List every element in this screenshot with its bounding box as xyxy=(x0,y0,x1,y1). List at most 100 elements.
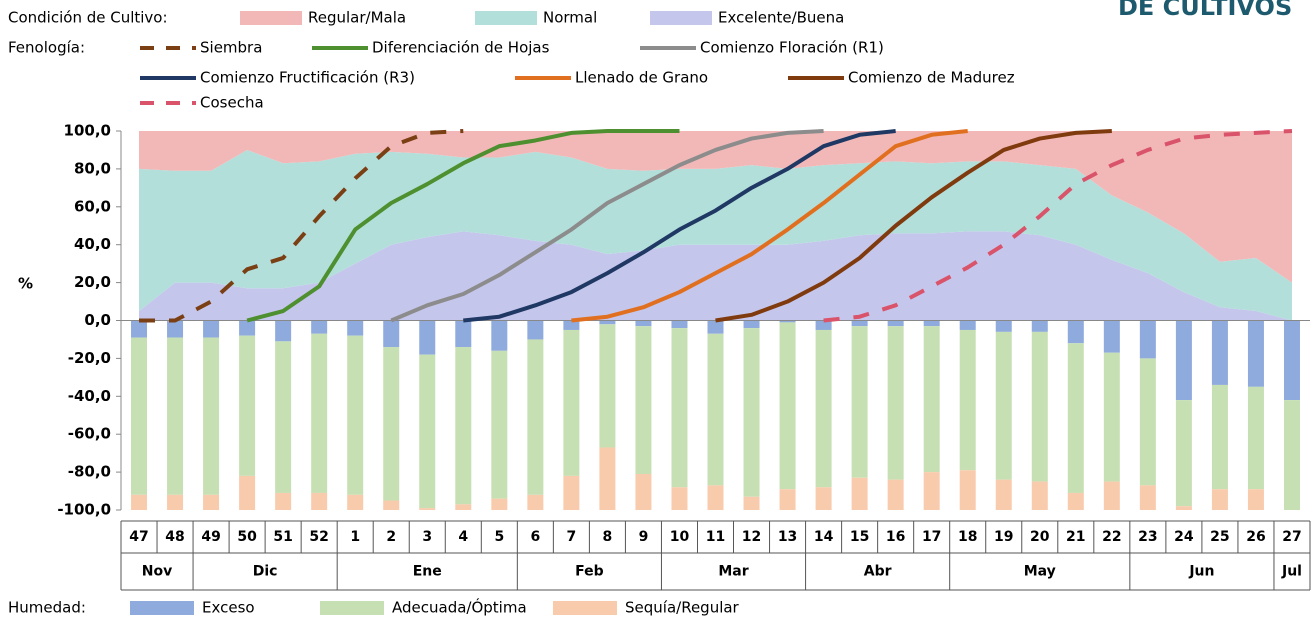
month-label: Jun xyxy=(1188,564,1214,580)
legend-swatch xyxy=(553,601,617,615)
x-tick-label: 26 xyxy=(1246,529,1265,545)
bar xyxy=(1283,320,1300,401)
month-label: Mar xyxy=(718,564,748,580)
legend-swatch xyxy=(130,601,194,615)
bar xyxy=(635,326,652,474)
legend-label: Comienzo de Madurez xyxy=(848,69,1015,87)
x-tick-label: 7 xyxy=(567,529,577,545)
y-tick-label: 100,0 xyxy=(64,122,111,140)
x-tick-label: 50 xyxy=(237,529,257,545)
month-label: Nov xyxy=(142,564,172,580)
bar xyxy=(707,320,724,334)
bar xyxy=(419,508,436,510)
bar xyxy=(527,494,544,510)
bar xyxy=(167,320,184,338)
legend-label: Cosecha xyxy=(200,94,264,112)
x-tick-label: 15 xyxy=(850,529,869,545)
bar xyxy=(959,470,976,510)
bar xyxy=(311,492,328,510)
x-tick-label: 1 xyxy=(350,529,360,545)
bar xyxy=(239,335,256,476)
x-tick-label: 18 xyxy=(958,529,977,545)
bar xyxy=(1103,320,1120,353)
legend-label: Diferenciación de Hojas xyxy=(372,39,550,57)
bar xyxy=(563,475,580,510)
bar xyxy=(1067,320,1084,344)
y-tick-label: 60,0 xyxy=(74,197,111,215)
month-label: Jul xyxy=(1281,564,1302,580)
bar xyxy=(527,339,544,495)
bar xyxy=(923,326,940,473)
bar xyxy=(815,320,832,330)
x-tick-label: 47 xyxy=(129,529,148,545)
bar xyxy=(887,320,904,327)
bar xyxy=(707,333,724,486)
bar xyxy=(1139,358,1156,486)
bar xyxy=(635,320,652,327)
bar xyxy=(1139,320,1156,359)
x-tick-label: 2 xyxy=(386,529,396,545)
bar xyxy=(959,329,976,471)
x-tick-label: 14 xyxy=(814,529,834,545)
y-tick-label: -100,0 xyxy=(57,501,111,519)
line xyxy=(246,129,680,323)
bar xyxy=(599,447,616,510)
bar xyxy=(347,320,364,336)
month-label: May xyxy=(1024,564,1056,580)
x-tick-label: 3 xyxy=(422,529,432,545)
bar xyxy=(383,500,400,510)
bar xyxy=(563,320,580,330)
bar xyxy=(995,331,1012,480)
legend-title: Condición de Cultivo: xyxy=(8,9,168,27)
bar xyxy=(1283,400,1300,510)
bar xyxy=(1175,506,1192,510)
y-tick-label: -40,0 xyxy=(68,387,111,405)
bar xyxy=(1247,489,1264,510)
bar xyxy=(347,494,364,510)
x-tick-label: 12 xyxy=(742,529,761,545)
y-tick-label: -20,0 xyxy=(68,349,111,367)
bar xyxy=(995,479,1012,510)
bar xyxy=(203,337,220,495)
bar xyxy=(1175,320,1192,401)
y-tick-label: 20,0 xyxy=(74,273,111,291)
x-tick-label: 6 xyxy=(530,529,540,545)
bar xyxy=(887,479,904,510)
month-label: Feb xyxy=(575,564,604,580)
x-tick-label: 22 xyxy=(1102,529,1121,545)
bar xyxy=(383,347,400,501)
bar xyxy=(311,320,328,334)
x-tick-label: 11 xyxy=(706,529,725,545)
bar xyxy=(887,326,904,480)
x-tick-label: 13 xyxy=(778,529,797,545)
bar xyxy=(779,489,796,510)
bar xyxy=(419,354,436,509)
bar xyxy=(923,472,940,510)
x-tick-label: 48 xyxy=(165,529,184,545)
bar xyxy=(131,494,148,510)
bar xyxy=(779,322,796,490)
logo: DE CULTIVOS xyxy=(1118,0,1292,21)
bar xyxy=(671,328,688,488)
bar xyxy=(1031,481,1048,510)
bar xyxy=(707,485,724,510)
legend-swatch xyxy=(240,11,302,25)
bar xyxy=(203,320,220,338)
bar xyxy=(851,320,868,327)
x-tick-label: 49 xyxy=(201,529,220,545)
bar xyxy=(851,326,868,478)
legend-title: Fenología: xyxy=(8,39,85,57)
bar xyxy=(743,496,760,510)
bar xyxy=(1031,331,1048,482)
y-axis-label: % xyxy=(18,275,33,293)
legend-swatch xyxy=(320,601,384,615)
bar xyxy=(491,498,508,510)
bar xyxy=(167,337,184,495)
line xyxy=(571,129,968,323)
bar xyxy=(167,494,184,510)
x-tick-label: 17 xyxy=(922,529,941,545)
bar xyxy=(1175,400,1192,507)
legend-title: Humedad: xyxy=(8,599,86,617)
bar xyxy=(455,320,472,348)
legend-label: Siembra xyxy=(200,39,262,57)
